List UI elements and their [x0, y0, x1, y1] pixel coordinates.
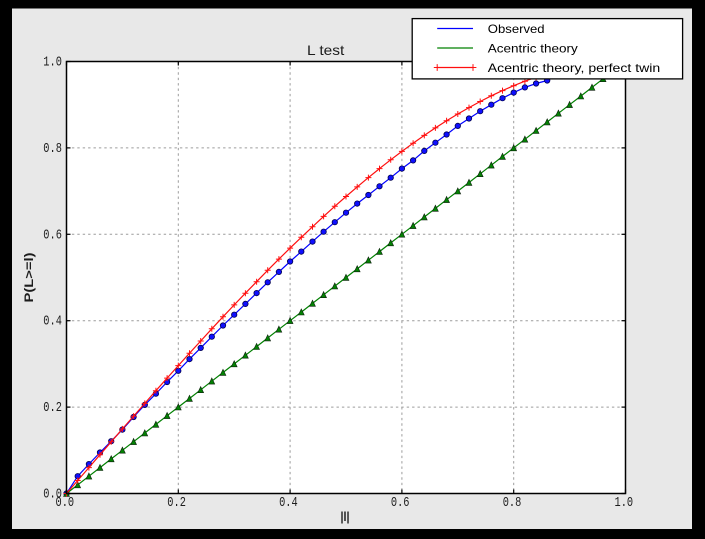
- svg-text:0.2: 0.2: [43, 400, 62, 416]
- svg-text:0.4: 0.4: [43, 314, 62, 330]
- svg-text:0.8: 0.8: [503, 495, 522, 511]
- svg-text:Observed: Observed: [488, 22, 545, 36]
- svg-text:0.0: 0.0: [43, 487, 62, 503]
- svg-text:0.8: 0.8: [43, 141, 62, 157]
- svg-text:0.6: 0.6: [391, 495, 410, 511]
- svg-text:0.4: 0.4: [279, 495, 298, 511]
- svg-text:L test: L test: [307, 42, 344, 58]
- svg-text:0.6: 0.6: [43, 227, 62, 243]
- svg-text:Acentric theory, perfect twin: Acentric theory, perfect twin: [488, 61, 660, 75]
- svg-text:Acentric theory: Acentric theory: [488, 41, 578, 55]
- svg-text:0.0: 0.0: [56, 495, 75, 511]
- svg-text:|l|: |l|: [341, 509, 350, 524]
- svg-text:1.0: 1.0: [43, 55, 62, 71]
- svg-text:P(L>=l): P(L>=l): [22, 253, 36, 303]
- svg-text:1.0: 1.0: [615, 495, 634, 511]
- svg-text:0.2: 0.2: [167, 495, 186, 511]
